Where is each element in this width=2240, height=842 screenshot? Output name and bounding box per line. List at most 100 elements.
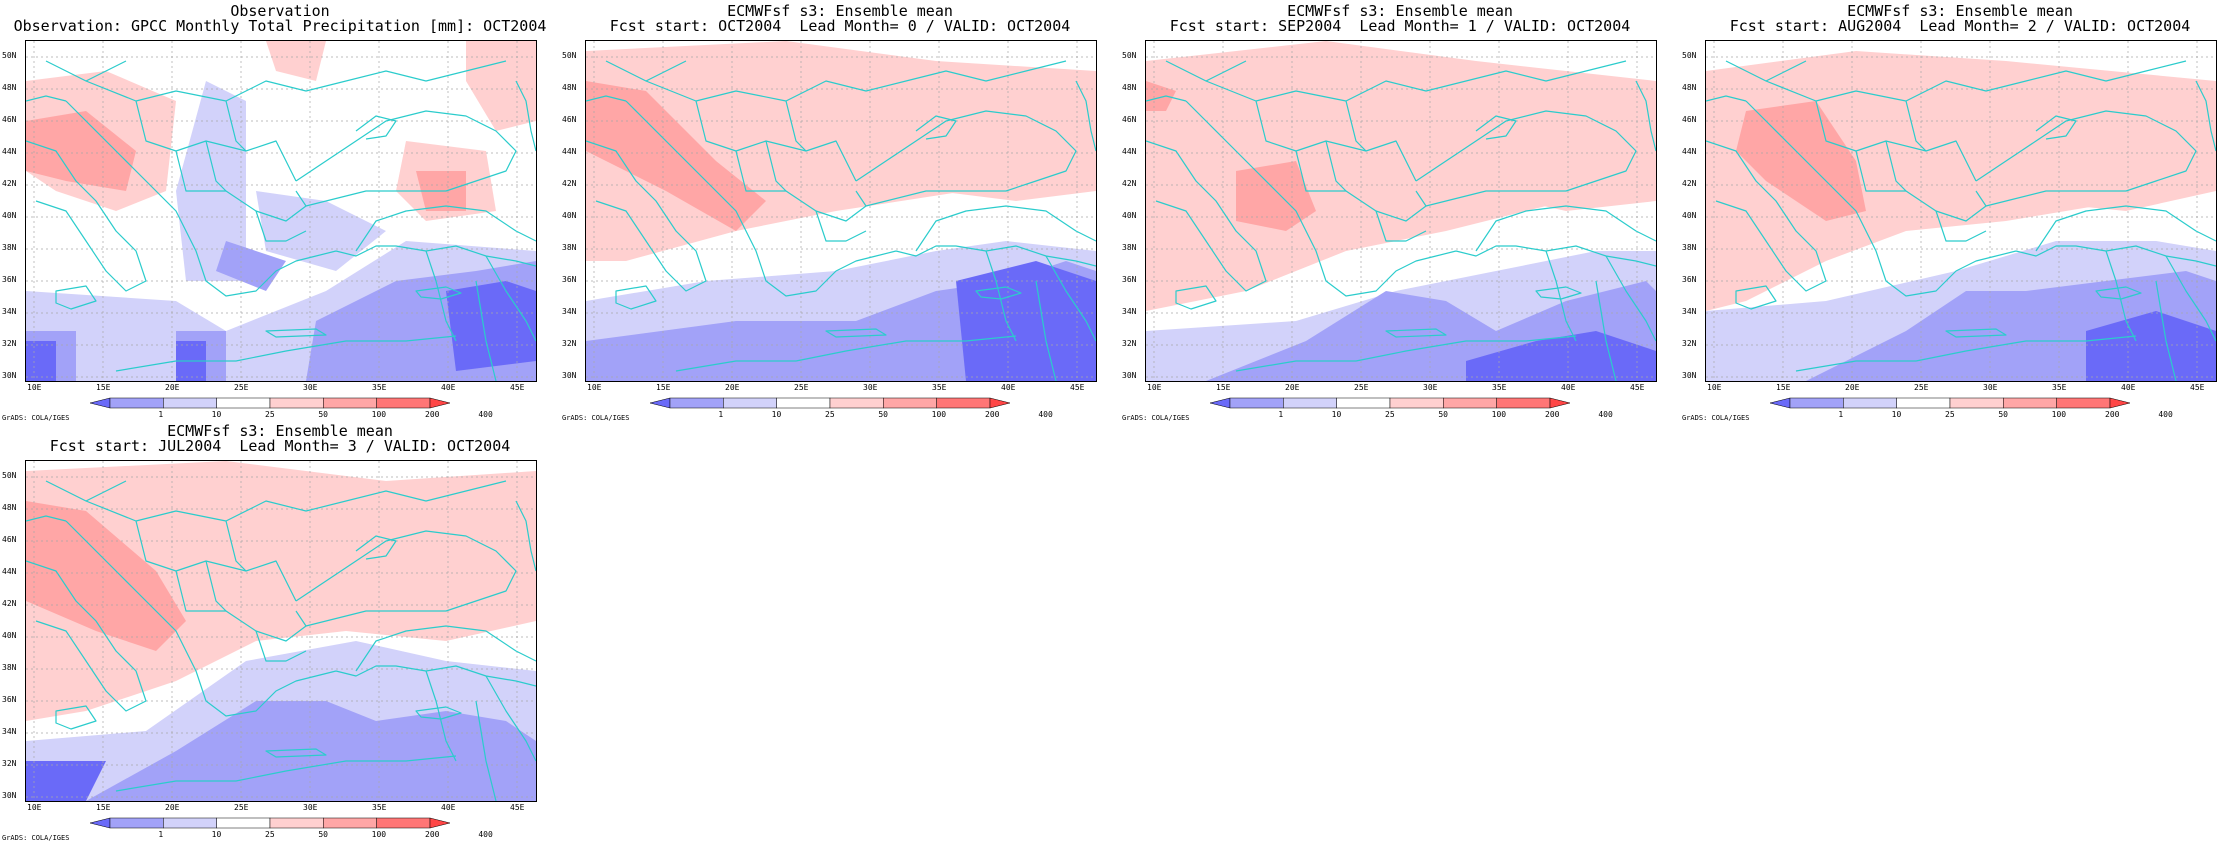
lon-tick-label: 35E xyxy=(2052,383,2067,392)
panel-subtitle: Observation: GPCC Monthly Total Precipit… xyxy=(13,17,547,35)
map-svg xyxy=(1146,41,1656,381)
lat-tick-label: 42N xyxy=(2,599,17,608)
lat-tick-label: 38N xyxy=(562,243,577,252)
colorbar xyxy=(1770,397,2130,409)
colorbar-level-label: 10 xyxy=(211,410,222,419)
panel-subtitle: Fcst start: OCT2004 Lead Month= 0 / VALI… xyxy=(609,17,1071,35)
colorbar-swatch xyxy=(936,397,991,409)
coastlines xyxy=(586,60,1096,381)
map-panel: ECMWFsf s3: Ensemble mean Fcst start: OCT… xyxy=(560,0,1120,422)
coastline xyxy=(785,100,807,152)
coastline xyxy=(1706,140,1827,292)
lon-tick-label: 15E xyxy=(96,383,111,392)
panel-subtitle: Fcst start: AUG2004 Lead Month= 2 / VALI… xyxy=(1729,17,2191,35)
coastline xyxy=(1375,210,1427,242)
map-svg xyxy=(26,41,536,381)
colorbar-swatch xyxy=(669,397,724,409)
colorbar-swatch xyxy=(2003,397,2057,409)
colorbar-level-label: 25 xyxy=(265,830,275,839)
lat-tick-label: 46N xyxy=(562,115,577,124)
coastline xyxy=(625,100,897,297)
colorbar-swatch xyxy=(376,397,431,409)
coastline xyxy=(1075,80,1096,152)
precip-contour-fill xyxy=(1466,141,1656,211)
lat-tick-label: 36N xyxy=(2,275,17,284)
lon-tick-label: 30E xyxy=(863,383,878,392)
lat-tick-label: 46N xyxy=(2,535,17,544)
map-svg xyxy=(26,461,536,801)
colorbar-swatch xyxy=(723,397,777,409)
lat-tick-label: 32N xyxy=(1122,339,1137,348)
coastline xyxy=(1885,140,1907,192)
colorbar-level-label: 200 xyxy=(425,410,440,419)
coastline xyxy=(425,250,457,342)
colorbar-level-label: 10 xyxy=(211,830,222,839)
lon-tick-label: 25E xyxy=(234,803,249,812)
coastline xyxy=(475,280,497,381)
lat-tick-label: 40N xyxy=(1122,211,1137,220)
coastline xyxy=(205,140,227,192)
colorbar-level-label: 50 xyxy=(318,410,328,419)
colorbar-swatch xyxy=(776,397,831,409)
coastline xyxy=(735,150,867,222)
coastline xyxy=(355,205,536,252)
lon-tick-label: 15E xyxy=(96,803,111,812)
coastline xyxy=(115,755,457,792)
precip-contour-fill xyxy=(916,141,1096,201)
lon-tick-label: 25E xyxy=(1354,383,1369,392)
coastline xyxy=(915,115,957,140)
colorbar-level-label: 50 xyxy=(1998,410,2008,419)
coastline xyxy=(815,210,867,242)
colorbar-swatch xyxy=(1389,397,1444,409)
precipitation-map xyxy=(25,460,537,802)
colorbar-swatch xyxy=(1496,397,1551,409)
precipitation-map xyxy=(585,40,1097,382)
colorbar-max-arrow xyxy=(429,817,450,829)
lon-tick-label: 10E xyxy=(1707,383,1722,392)
lat-tick-label: 32N xyxy=(2,339,17,348)
colorbar-swatch xyxy=(1336,397,1391,409)
colorbar-level-label: 25 xyxy=(1385,410,1395,419)
coastline xyxy=(355,535,397,560)
lat-tick-label: 36N xyxy=(1682,275,1697,284)
coastline xyxy=(1035,280,1057,381)
precip-shading xyxy=(586,41,1096,381)
colorbar-level-label: 1 xyxy=(158,410,164,419)
lon-tick-label: 45E xyxy=(510,383,525,392)
coastline xyxy=(225,100,247,152)
lat-tick-label: 42N xyxy=(562,179,577,188)
coastline xyxy=(1185,100,1457,297)
lat-tick-label: 34N xyxy=(2,307,17,316)
lat-tick-label: 44N xyxy=(562,147,577,156)
colorbar-level-label: 1 xyxy=(1838,410,1844,419)
coastline xyxy=(1415,110,1637,207)
panel-title: Observation xyxy=(230,2,330,20)
colorbar-level-label: 100 xyxy=(2051,410,2067,419)
coastline xyxy=(265,748,327,758)
lat-tick-label: 44N xyxy=(2,567,17,576)
colorbar-level-label: 10 xyxy=(1891,410,1902,419)
precipitation-map xyxy=(1145,40,1657,382)
colorbar-level-label: 1 xyxy=(158,830,164,839)
lat-tick-label: 48N xyxy=(1682,83,1697,92)
colorbar-swatch xyxy=(1949,397,2004,409)
lat-tick-label: 50N xyxy=(562,51,577,60)
coastline xyxy=(415,286,462,300)
colorbar-min-arrow xyxy=(1770,397,1791,409)
lon-tick-label: 20E xyxy=(1845,383,1860,392)
coastline xyxy=(1235,335,1577,372)
lat-tick-label: 36N xyxy=(2,695,17,704)
colorbar-swatch xyxy=(109,817,164,829)
colorbar-swatch xyxy=(376,817,431,829)
lon-tick-label: 35E xyxy=(1492,383,1507,392)
coastline xyxy=(295,530,517,627)
colorbar-swatch xyxy=(829,397,884,409)
lon-tick-label: 25E xyxy=(234,383,249,392)
coastline xyxy=(1175,285,1217,310)
coastline xyxy=(355,625,536,672)
coastline xyxy=(2195,80,2216,152)
precip-contour-fill xyxy=(266,41,326,81)
coastline xyxy=(65,100,337,297)
lon-tick-label: 40E xyxy=(1561,383,1576,392)
lon-tick-label: 20E xyxy=(1285,383,1300,392)
